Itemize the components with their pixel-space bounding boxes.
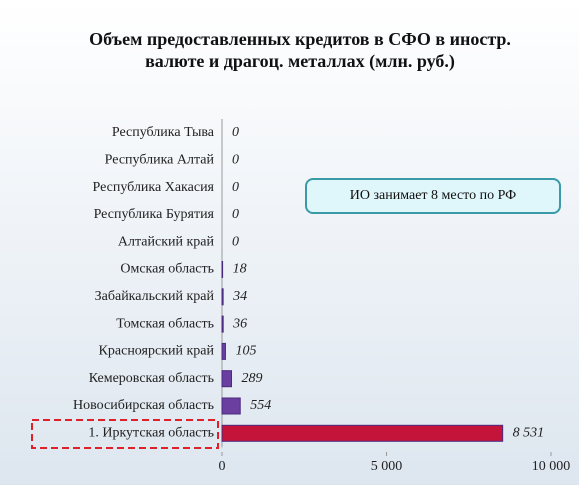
x-tick-label: 0 bbox=[219, 459, 226, 474]
x-tick-label: 10 000 bbox=[532, 459, 571, 474]
value-label: 0 bbox=[232, 153, 239, 168]
y-tick-label: Республика Хакасия bbox=[92, 180, 214, 195]
bar bbox=[221, 342, 226, 360]
y-tick-label: Кемеровская область bbox=[89, 371, 214, 386]
chart-title: Объем предоставленных кредитов в СФО в и… bbox=[89, 29, 511, 71]
bar bbox=[221, 261, 224, 278]
x-tick-label: 5 000 bbox=[371, 459, 403, 474]
y-tick-label: Томская область bbox=[116, 316, 214, 331]
y-tick-label: Республика Тыва bbox=[112, 125, 215, 140]
value-label: 8 531 bbox=[513, 426, 545, 441]
value-label: 0 bbox=[232, 180, 239, 195]
y-tick-label: 1. Иркутская область bbox=[88, 426, 214, 441]
value-label: 34 bbox=[232, 289, 247, 304]
y-tick-label: Республика Алтай bbox=[105, 153, 215, 168]
y-tick-label: Красноярский край bbox=[99, 344, 215, 359]
highlight-box bbox=[31, 419, 219, 449]
value-label: 289 bbox=[242, 371, 263, 386]
y-tick-label: Омская область bbox=[120, 262, 214, 277]
bar bbox=[221, 424, 504, 442]
y-tick-label: Забайкальский край bbox=[95, 289, 215, 304]
value-label: 36 bbox=[232, 316, 247, 331]
value-label: 0 bbox=[232, 125, 239, 140]
value-label: 554 bbox=[250, 398, 271, 413]
bar bbox=[221, 370, 233, 388]
y-tick-label: Новосибирская область bbox=[73, 398, 214, 413]
value-label: 18 bbox=[233, 262, 247, 277]
bar bbox=[221, 315, 224, 333]
value-label: 0 bbox=[232, 234, 239, 249]
y-tick-label: Республика Бурятия bbox=[94, 207, 215, 222]
bar bbox=[221, 397, 241, 415]
value-label: 0 bbox=[232, 207, 239, 222]
bar bbox=[221, 288, 224, 306]
annotation: ИО занимает 8 место по РФ bbox=[305, 178, 561, 214]
y-tick-label: Алтайский край bbox=[118, 234, 215, 249]
value-label: 105 bbox=[235, 344, 256, 359]
